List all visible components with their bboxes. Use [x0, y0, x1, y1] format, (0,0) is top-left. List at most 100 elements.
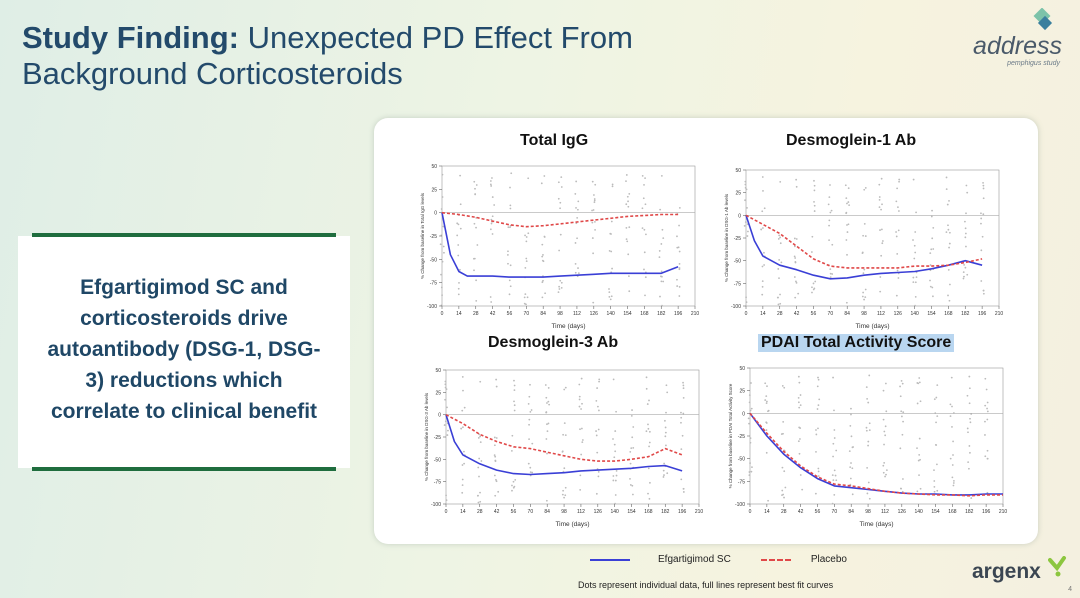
data-dot [559, 201, 562, 204]
data-dot [562, 433, 565, 436]
x-tick-label: 42 [794, 311, 800, 317]
data-dot [931, 286, 934, 289]
data-dot [527, 232, 530, 235]
x-tick-label: 70 [524, 311, 530, 317]
data-dot [546, 430, 549, 433]
data-dot [614, 430, 617, 432]
data-dot [765, 421, 768, 424]
plot-frame [445, 369, 700, 505]
data-dot [574, 262, 577, 265]
data-dot [439, 243, 442, 246]
data-dot [574, 271, 577, 274]
data-dot [444, 386, 447, 389]
data-dot [761, 176, 764, 178]
data-dot [816, 385, 819, 388]
data-dot [558, 285, 561, 288]
x-tick-label: 56 [815, 509, 821, 515]
data-dot [627, 253, 630, 256]
efgartigimod-curve [749, 412, 1003, 496]
data-dot [662, 469, 665, 472]
data-dot [494, 460, 497, 463]
data-dot [645, 233, 647, 236]
data-dot [647, 427, 650, 430]
data-dot [659, 295, 661, 298]
x-tick-label: 140 [606, 311, 615, 317]
x-tick-label: 42 [490, 311, 496, 317]
data-dot [596, 451, 599, 454]
data-dot [541, 243, 544, 246]
data-dot [649, 481, 651, 484]
data-dot [864, 288, 867, 291]
data-dot [493, 436, 496, 439]
data-dot [833, 493, 836, 496]
y-tick-label: -75 [430, 281, 437, 287]
data-dot [986, 410, 989, 413]
data-dot [846, 224, 848, 226]
data-dot [778, 234, 781, 237]
data-dot [581, 402, 583, 405]
x-tick-label: 168 [640, 311, 649, 317]
data-dot [680, 411, 682, 414]
data-dot [477, 466, 480, 469]
data-dot [627, 205, 630, 208]
data-dot [475, 279, 478, 282]
data-dot [798, 381, 801, 384]
data-dot [751, 466, 753, 469]
data-dot [846, 253, 848, 256]
data-dot [912, 239, 914, 241]
x-tick-label: 154 [623, 311, 632, 317]
data-dot [491, 177, 493, 179]
data-dot [531, 442, 534, 445]
x-tick-label: 56 [507, 311, 513, 317]
data-dot [475, 226, 477, 229]
x-axis-label: Time (days) [551, 323, 585, 330]
y-tick-label: 25 [431, 187, 437, 193]
data-dot [967, 461, 970, 464]
data-dot [510, 449, 513, 452]
data-dot [966, 273, 969, 276]
data-dot [932, 248, 935, 250]
data-dot [456, 234, 459, 237]
data-dot [678, 267, 681, 269]
data-dot [443, 424, 446, 426]
data-dot [546, 423, 548, 426]
data-dot [882, 418, 885, 421]
data-dot [495, 437, 498, 439]
data-dot [811, 291, 813, 294]
data-dot [968, 445, 971, 447]
data-dot [868, 429, 871, 432]
data-dot [898, 210, 900, 212]
pdai-chart: 50 25 0 -25 -50 -75 -100 0 14 28 42 56 70 84 98 112 126 1… [728, 366, 1007, 528]
data-dot [762, 190, 764, 192]
data-dot [489, 183, 492, 186]
data-dot [749, 462, 751, 464]
data-dot [743, 224, 746, 227]
data-dot [476, 494, 479, 497]
data-dot [445, 499, 448, 502]
data-dot [848, 204, 851, 207]
data-dot [963, 275, 965, 278]
data-dot [931, 237, 934, 240]
data-dot [783, 470, 786, 473]
x-tick-label: 28 [477, 509, 483, 515]
data-dot [812, 288, 815, 291]
data-dot [490, 218, 493, 221]
data-dot [682, 387, 685, 390]
data-dot [444, 398, 446, 401]
data-dot [525, 240, 528, 243]
data-dot [458, 281, 460, 284]
data-dot [948, 200, 950, 202]
x-tick-label: 42 [798, 509, 804, 515]
plot-frame [745, 169, 1000, 307]
data-dot [952, 484, 955, 487]
data-dot [610, 250, 613, 253]
data-dot [479, 500, 482, 503]
data-dot [611, 183, 614, 186]
data-dot [529, 410, 532, 413]
data-dot [986, 449, 989, 452]
data-dot [547, 400, 550, 403]
x-tick-label: 126 [894, 311, 903, 317]
data-dot [615, 410, 617, 413]
logo-word: address [973, 32, 1062, 60]
data-dot [834, 474, 837, 477]
